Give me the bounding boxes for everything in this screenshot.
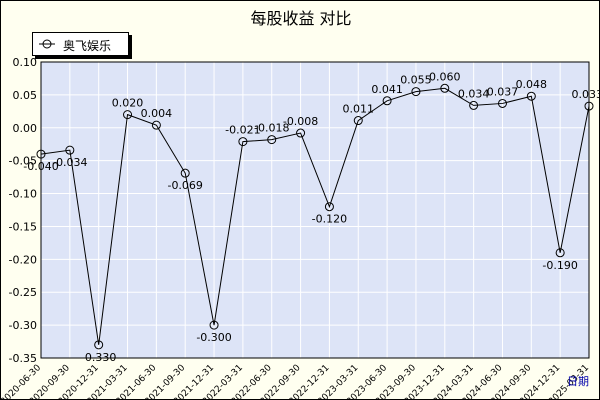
data-point-marker bbox=[411, 87, 421, 97]
data-label: 0.004 bbox=[141, 107, 173, 120]
data-point-marker bbox=[94, 340, 104, 350]
data-point-marker bbox=[353, 116, 363, 126]
data-label: -0.330 bbox=[81, 351, 116, 364]
data-label: 0.048 bbox=[516, 78, 548, 91]
data-point-marker bbox=[584, 101, 594, 111]
grid-lines bbox=[40, 61, 590, 359]
data-points bbox=[36, 83, 594, 350]
data-label: 0.020 bbox=[112, 97, 144, 110]
data-label: 0.060 bbox=[429, 70, 461, 83]
legend: 奥飞娱乐 bbox=[32, 32, 129, 56]
data-label: 0.034 bbox=[458, 87, 490, 100]
legend-marker-icon bbox=[39, 39, 55, 49]
data-label: -0.021 bbox=[225, 124, 260, 137]
legend-label: 奥飞娱乐 bbox=[63, 39, 112, 53]
data-point-marker bbox=[180, 168, 190, 178]
series-line bbox=[40, 87, 590, 345]
data-point-marker bbox=[209, 320, 219, 330]
data-label: 0.055 bbox=[400, 74, 432, 87]
data-label: -0.300 bbox=[196, 331, 231, 344]
data-point-marker bbox=[469, 100, 479, 110]
data-point-marker bbox=[555, 248, 565, 258]
data-point-marker bbox=[526, 91, 536, 101]
data-point-marker bbox=[238, 137, 248, 147]
data-label: -0.034 bbox=[52, 156, 87, 169]
y-tick-label: 0.10 bbox=[13, 56, 38, 69]
data-point-marker bbox=[324, 202, 334, 212]
data-point-marker bbox=[296, 128, 306, 138]
data-label: -0.008 bbox=[283, 115, 318, 128]
y-tick-label: -0.35 bbox=[9, 352, 37, 365]
data-label: -0.120 bbox=[312, 213, 347, 226]
y-tick-label: 0.05 bbox=[13, 89, 38, 102]
x-axis-unit-label: 日期 bbox=[567, 375, 589, 388]
data-point-marker bbox=[440, 83, 450, 93]
y-tick-label: -0.10 bbox=[9, 188, 37, 201]
data-label: 0.037 bbox=[487, 85, 519, 98]
data-point-marker bbox=[151, 120, 161, 130]
y-tick-label: -0.25 bbox=[9, 286, 37, 299]
plot-border bbox=[40, 61, 590, 359]
y-tick-label: -0.15 bbox=[9, 220, 37, 233]
data-label: 0.033 bbox=[572, 88, 600, 101]
data-label: 0.011 bbox=[343, 103, 375, 116]
data-label: -0.069 bbox=[167, 179, 202, 192]
x-axis-ticks: 2020-06-302020-09-302020-12-312021-03-31… bbox=[1, 363, 591, 399]
data-point-marker bbox=[382, 96, 392, 106]
data-label: 0.041 bbox=[371, 83, 403, 96]
y-tick-label: -0.20 bbox=[9, 253, 37, 266]
data-label: -0.040 bbox=[23, 160, 58, 173]
y-tick-label: -0.30 bbox=[9, 319, 37, 332]
chart-title: 每股收益 对比 bbox=[250, 9, 352, 28]
y-tick-label: -0.05 bbox=[9, 155, 37, 168]
data-point-marker bbox=[123, 110, 133, 120]
data-label: -0.018 bbox=[254, 122, 289, 135]
data-point-marker bbox=[267, 135, 277, 145]
data-point-marker bbox=[36, 149, 46, 159]
data-point-marker bbox=[65, 145, 75, 155]
y-tick-label: 0.00 bbox=[13, 122, 38, 135]
data-point-marker bbox=[497, 98, 507, 108]
y-axis-ticks: 0.10 0.05 0.00 -0.05 -0.10 -0.15 -0.20 -0.25 -0.… bbox=[9, 56, 37, 365]
data-label: -0.190 bbox=[542, 259, 577, 272]
